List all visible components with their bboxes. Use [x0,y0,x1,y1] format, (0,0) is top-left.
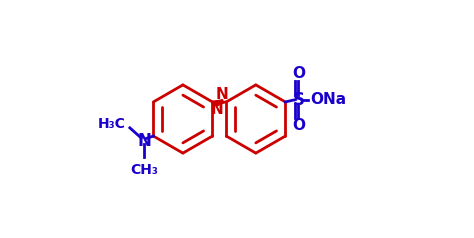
Text: N: N [216,87,228,102]
Text: H₃C: H₃C [97,117,125,131]
Text: N: N [137,132,151,150]
Text: ONa: ONa [310,92,346,107]
Text: O: O [292,66,305,81]
Text: CH₃: CH₃ [130,163,158,177]
Text: N: N [210,101,223,117]
Text: O: O [292,118,305,133]
Text: S: S [292,91,304,109]
